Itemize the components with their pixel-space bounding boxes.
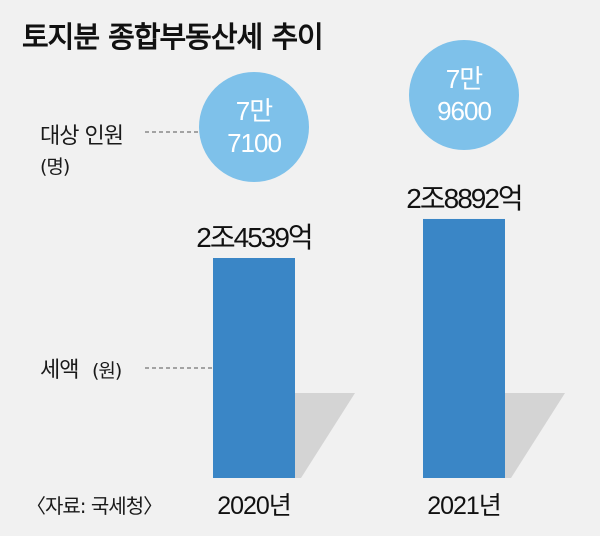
count-value-label: 7100 [227, 128, 282, 158]
bar-shadow [295, 393, 355, 478]
tax-axis-unit: (원) [92, 360, 122, 382]
tax-bar-2020년 [213, 258, 295, 478]
count-axis-unit: (명) [40, 156, 70, 178]
tax-axis-label: 세액 [40, 358, 79, 383]
tax-value-label: 2조8892억 [406, 182, 523, 214]
count-value-label: 7만 [445, 63, 483, 94]
count-bubble: 7만 7100 [199, 72, 309, 182]
tax-value-label: 2조4539억 [196, 222, 313, 253]
count-axis-label: 대상 인원 [40, 124, 124, 149]
count-value-label: 9600 [437, 96, 492, 126]
x-tick-label: 2021년 [427, 492, 502, 520]
tax-bar-2021년 [423, 218, 505, 479]
bar-shadow [505, 393, 565, 478]
count-value-label: 7만 [235, 95, 273, 126]
source-note: 〈자료: 국세청〉 [26, 494, 163, 518]
chart-title: 토지분 종합부동산세 추이 [22, 20, 324, 54]
x-tick-label: 2020년 [217, 492, 292, 520]
count-bubble: 7만 9600 [409, 40, 519, 150]
